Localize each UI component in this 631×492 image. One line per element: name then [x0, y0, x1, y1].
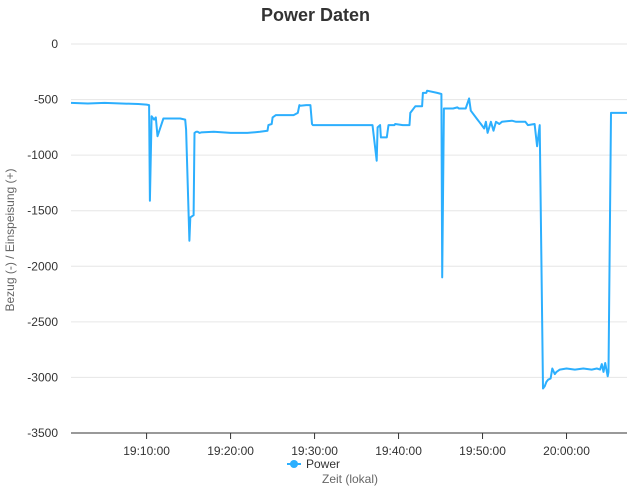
y-axis-ticks: 0 -500 -1000 -1500 -2000 -2500 -3000 -3500 — [27, 37, 58, 440]
y-tick-label: -3500 — [27, 426, 58, 440]
chart-title: Power Daten — [261, 5, 370, 25]
legend-item-power[interactable]: Power — [287, 457, 340, 471]
x-tick-label: 19:10:00 — [123, 444, 170, 458]
y-tick-label: -1000 — [27, 148, 58, 162]
x-tick-label: 20:00:00 — [543, 444, 590, 458]
x-axis-ticks: 19:10:00 19:20:00 19:30:00 19:40:00 19:50:00… — [71, 432, 627, 458]
y-tick-label: -3000 — [27, 370, 58, 384]
chart-series — [70, 89, 627, 390]
x-tick-label: 19:40:00 — [375, 444, 422, 458]
x-tick-label: 19:30:00 — [291, 444, 338, 458]
x-tick-label: 19:50:00 — [459, 444, 506, 458]
chart-gridlines — [71, 43, 627, 434]
series-line-power[interactable] — [70, 89, 627, 390]
y-tick-label: 0 — [51, 37, 58, 51]
y-tick-label: -2500 — [27, 315, 58, 329]
legend-label: Power — [306, 457, 340, 471]
y-tick-label: -1500 — [27, 204, 58, 218]
y-tick-label: -2000 — [27, 259, 58, 273]
y-axis-title: Bezug (-) / Einspeisung (+) — [3, 168, 17, 311]
legend-marker — [290, 460, 298, 468]
x-axis-title: Zeit (lokal) — [322, 472, 378, 486]
y-tick-label: -500 — [34, 93, 58, 107]
x-tick-label: 19:20:00 — [207, 444, 254, 458]
